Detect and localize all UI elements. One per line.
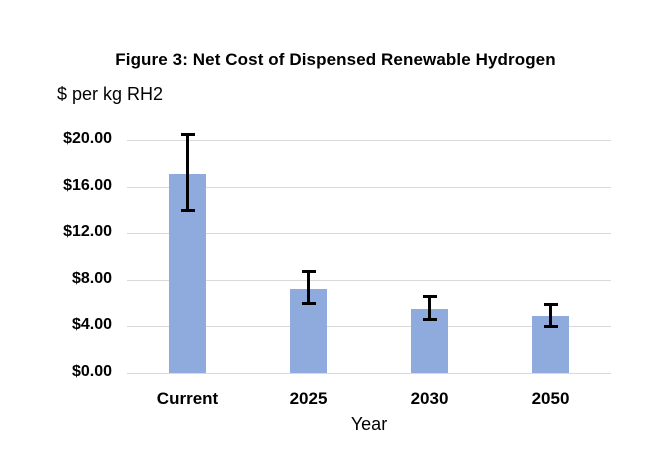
x-tick-label: 2025 (289, 389, 328, 408)
y-tick-label: $8.00 (71, 269, 112, 287)
y-tick-label: $0.00 (71, 363, 112, 380)
error-bar-cap (422, 317, 437, 321)
gridline (127, 373, 611, 374)
gridline (127, 326, 611, 328)
error-bar-cap (301, 270, 316, 274)
error-bar-cap (180, 133, 195, 136)
gridline (127, 233, 611, 235)
gridline (127, 140, 611, 141)
x-tick-label: Current (156, 389, 219, 408)
error-bar-cap (180, 209, 195, 213)
x-tick-label: 2030 (410, 389, 449, 408)
error-bar-cap (543, 324, 558, 328)
error-bar-2025 (307, 270, 310, 306)
error-bar-current (186, 133, 189, 213)
gridline (127, 186, 611, 188)
error-bar-cap (543, 303, 558, 307)
error-bar-cap (301, 302, 316, 306)
chart-title: Figure 3: Net Cost of Dispensed Renewabl… (115, 50, 556, 69)
x-axis-title: Year (350, 414, 388, 434)
x-tick-label: 2050 (531, 389, 570, 408)
y-tick-label: $20.00 (63, 130, 112, 147)
error-bar-cap (422, 294, 437, 298)
y-tick-label: $12.00 (63, 223, 112, 241)
y-tick-label: $16.00 (63, 176, 112, 194)
gridline (127, 279, 611, 281)
error-bar-2050 (549, 303, 552, 328)
error-bar-2030 (428, 294, 431, 321)
y-tick-label: $4.00 (71, 316, 112, 334)
y-axis-unit-label: $ per kg RH2 (57, 84, 164, 104)
